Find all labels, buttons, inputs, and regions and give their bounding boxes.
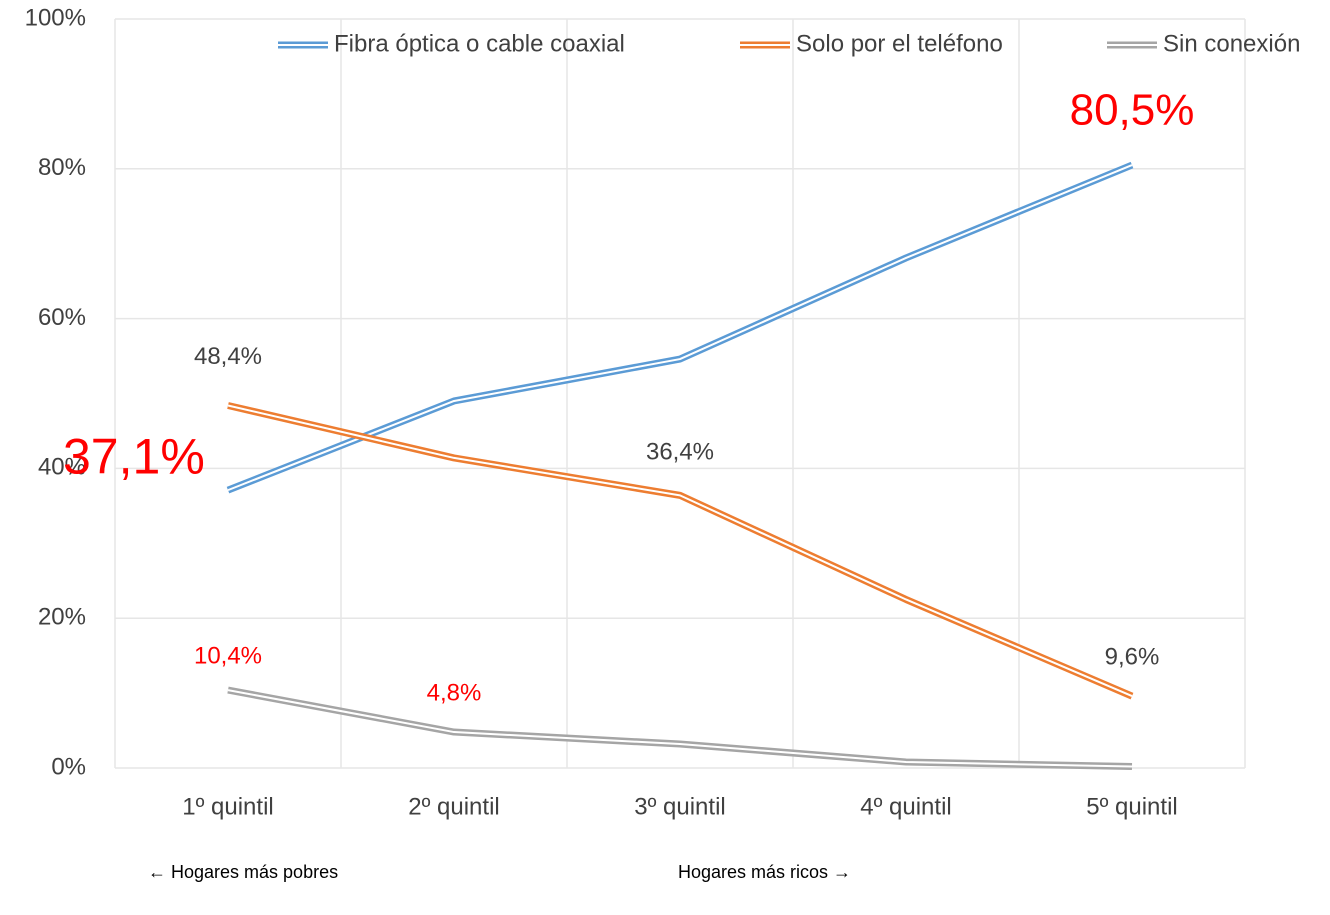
x-tick-label: 5º quintil <box>1086 793 1178 820</box>
data-label: 9,6% <box>1105 643 1160 670</box>
x-tick-label: 2º quintil <box>408 793 500 820</box>
x-tick-label: 1º quintil <box>182 793 274 820</box>
data-label: 36,4% <box>646 439 714 466</box>
y-tick-label: 80% <box>38 154 86 181</box>
data-label: 37,1% <box>63 428 205 484</box>
series-line-inner <box>227 689 1133 768</box>
series-line-inner <box>227 404 1133 698</box>
y-tick-label: 40% <box>38 454 86 481</box>
series-line-inner <box>227 164 1133 492</box>
data-label: 4,8% <box>427 679 482 706</box>
y-tick-label: 0% <box>51 753 86 780</box>
series-line <box>227 686 1133 771</box>
annotation: ← Hogares más pobres <box>148 862 338 882</box>
y-tick-label: 60% <box>38 304 86 331</box>
x-tick-label: 3º quintil <box>634 793 726 820</box>
legend-label: Solo por el teléfono <box>796 30 1003 57</box>
data-label: 10,4% <box>194 642 262 669</box>
y-tick-label: 100% <box>25 4 86 31</box>
legend-label: Fibra óptica o cable coaxial <box>334 30 625 57</box>
annotation: Hogares más ricos → <box>678 862 851 882</box>
legend-label: Sin conexión <box>1163 30 1300 57</box>
data-label: 48,4% <box>194 343 262 370</box>
y-tick-label: 20% <box>38 604 86 631</box>
data-label: 80,5% <box>1070 86 1195 135</box>
x-tick-label: 4º quintil <box>860 793 952 820</box>
